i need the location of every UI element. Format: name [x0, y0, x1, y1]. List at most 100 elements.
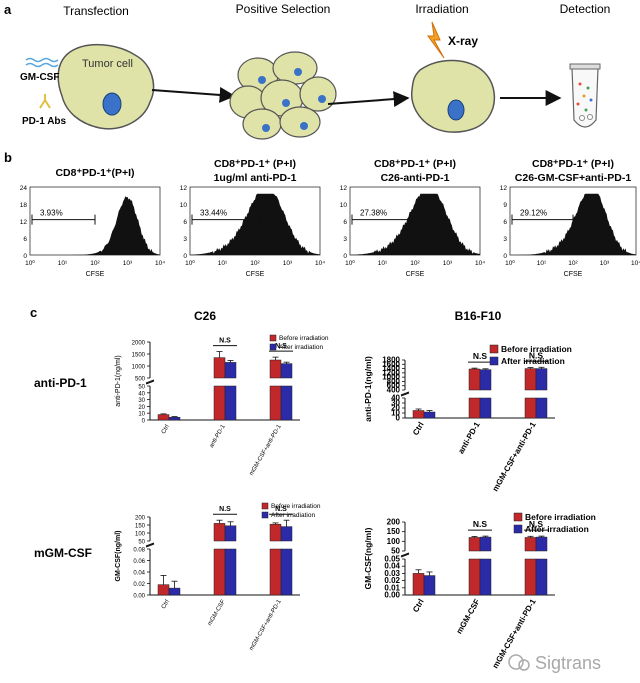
panel-a: a Transfection Positive Selection Irradi… [4, 2, 610, 140]
bar [479, 369, 492, 391]
y-tick-label: 0.08 [133, 548, 145, 554]
y-tick-label: 2000 [132, 341, 146, 347]
histogram-distribution [30, 196, 160, 255]
bar [535, 558, 548, 596]
x-axis-label: CFSE [564, 271, 583, 278]
histogram-3: CD8⁺PD-1⁺ (P+I) C26-anti-PD-1 0 3 6 10 12 10⁰ 10… [340, 158, 485, 278]
row-label-anti-pd1: anti-PD-1 [34, 376, 87, 390]
y-tick-label: 0.00 [133, 594, 145, 600]
bar [479, 536, 492, 552]
gate-percent: 3.93% [40, 209, 63, 218]
y-tick-label: 1000 [132, 365, 146, 371]
x-category-label: anti-PD-1 [456, 420, 482, 455]
histogram-4: CD8⁺PD-1⁺ (P+I) C26-GM-CSF+anti-PD-1 0 3 6 9 1… [500, 158, 640, 278]
histogram-title: CD8⁺PD-1⁺ (P+I) [374, 158, 456, 170]
x-tick-label: 10⁰ [185, 259, 195, 267]
y-tick-label: 0.00 [384, 591, 400, 600]
x-tick-label: 10⁰ [505, 259, 515, 267]
legend-swatch [489, 344, 499, 354]
histogram-title: CD8⁺PD-1⁺ (P+I) [532, 158, 614, 170]
histogram-title: CD8⁺PD-1⁺ (P+I) [214, 158, 296, 170]
x-category-label: anti-PD-1 [209, 423, 227, 449]
y-tick-label: 0 [23, 253, 27, 260]
bar [280, 363, 293, 379]
x-tick-label: 10² [410, 260, 420, 267]
bar [224, 362, 237, 379]
watermark: Sigtrans [508, 653, 601, 673]
y-axis-label: GM-CSF(ng/ml) [115, 531, 122, 582]
x-tick-label: 10¹ [218, 260, 228, 267]
legend-label: Before irradiation [279, 335, 329, 342]
x-tick-label: 10¹ [58, 260, 68, 267]
significance-label: N.S [275, 343, 287, 350]
cluster-nuclei [258, 68, 326, 132]
y-axis-label: anti-PD-1(ng/ml) [363, 356, 373, 422]
panel-c: c C26 B16-F10 anti-PD-1 mGM-CSF 01020304… [30, 305, 596, 670]
watermark-text: Sigtrans [535, 653, 601, 673]
gate-percent: 29.12% [520, 209, 547, 218]
histogram-1: CD8⁺PD-1⁺(P+I) 0 6 12 18 24 10⁰ 10¹ 10² 10³ 10⁴ CFS… [20, 167, 165, 278]
x-tick-label: 10⁴ [155, 260, 165, 267]
y-tick-label: 0.02 [384, 576, 400, 585]
bar [524, 537, 537, 552]
bar [269, 548, 282, 596]
legend-swatch [261, 502, 269, 510]
x-axis-label: CFSE [406, 271, 425, 278]
bar [524, 558, 537, 596]
bar [168, 417, 181, 421]
bar [524, 397, 537, 419]
y-tick-label: 12 [180, 185, 188, 192]
x-category-label: mGM-CSF+anti-PD-1 [491, 420, 538, 493]
bar [269, 523, 282, 542]
y-tick-label: 12 [340, 185, 348, 192]
gate-percent: 27.38% [360, 209, 387, 218]
histogram-title: CD8⁺PD-1⁺(P+I) [55, 167, 134, 179]
axis-break-mark [145, 542, 155, 547]
y-tick-label: 18 [20, 202, 28, 209]
x-tick-label: 10² [90, 260, 100, 267]
irradiated-cell-shape [410, 59, 496, 133]
bar [479, 558, 492, 596]
panel-b-letter: b [4, 150, 12, 165]
bar [213, 523, 226, 542]
y-tick-label: 20 [391, 404, 400, 413]
y-tick-label: 0 [503, 253, 507, 260]
bar [423, 575, 436, 596]
xray-label: X-ray [448, 34, 478, 48]
bar [269, 385, 282, 421]
significance-label: N.S [529, 519, 544, 529]
bar [157, 414, 170, 421]
significance-label: N.S [473, 519, 488, 529]
bar [468, 558, 481, 596]
y-tick-label: 10 [340, 202, 348, 209]
axis-break-mark [400, 553, 410, 558]
y-tick-label: 600 [387, 381, 401, 390]
test-tube-cap [569, 63, 601, 70]
x-tick-label: 10³ [443, 260, 453, 267]
bar [280, 548, 293, 596]
x-tick-label: 10¹ [378, 260, 388, 267]
legend-swatch [261, 511, 269, 519]
bar [224, 385, 237, 421]
y-tick-label: 1600 [382, 360, 400, 369]
gm-csf-label: GM-CSF [20, 72, 59, 83]
col-title-b16: B16-F10 [455, 309, 502, 323]
bar [423, 411, 436, 419]
x-category-label: Ctrl [411, 598, 426, 614]
x-tick-label: 10³ [600, 260, 610, 267]
step-irradiation: Irradiation [415, 2, 468, 16]
y-tick-label: 150 [387, 527, 401, 536]
y-tick-label: 20 [138, 405, 145, 411]
legend-label: Before irradiation [525, 512, 596, 522]
x-tick-label: 10¹ [537, 260, 547, 267]
legend-label: Before irradiation [271, 503, 321, 510]
x-category-label: Ctrl [161, 424, 171, 435]
y-tick-label: 10 [391, 409, 400, 418]
bar [412, 573, 425, 596]
y-tick-label: 12 [20, 219, 28, 226]
legend-swatch [269, 343, 277, 351]
bar [269, 359, 282, 379]
